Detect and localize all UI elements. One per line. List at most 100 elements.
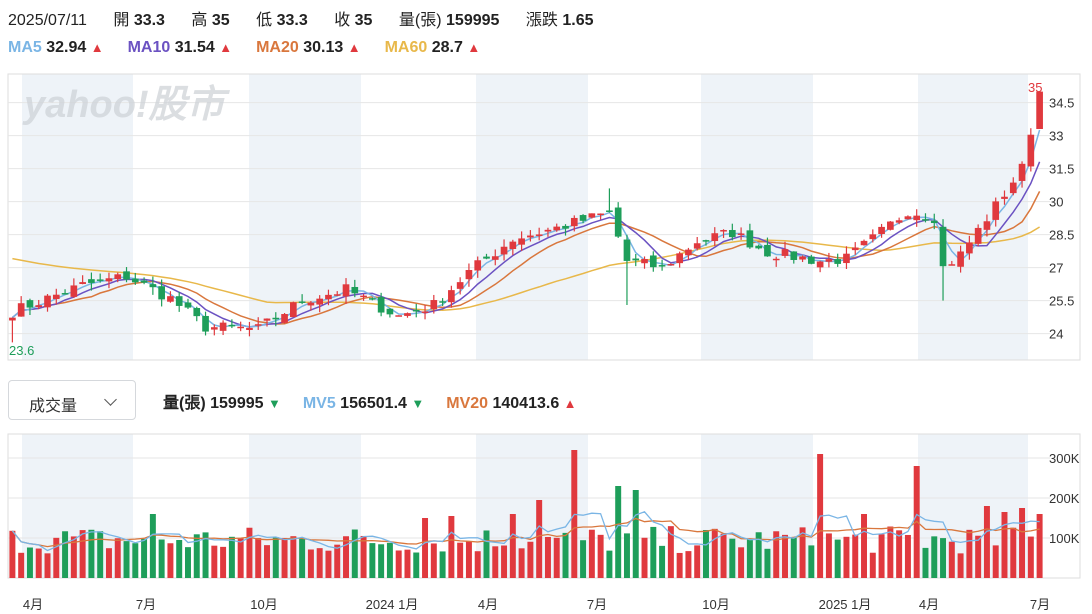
volume-bar	[983, 506, 990, 578]
volume-bar	[97, 531, 104, 578]
candle	[930, 213, 938, 230]
candle-body	[711, 233, 719, 242]
candle-body	[685, 249, 692, 256]
candle	[1027, 128, 1035, 172]
candle	[685, 247, 692, 261]
candle-body	[667, 264, 675, 266]
candle-body	[544, 229, 552, 232]
volume-bar	[272, 537, 279, 578]
volume-legend-item: MV20 140413.6 ▲	[446, 395, 577, 412]
candle-body	[992, 201, 1000, 220]
volume-bar	[220, 546, 227, 578]
candle-body	[149, 284, 157, 288]
volume-bar	[861, 514, 868, 578]
ma-line-ma60	[12, 226, 1040, 311]
volume-bar	[457, 542, 464, 578]
candle-body	[351, 286, 359, 294]
candle	[781, 241, 789, 259]
candle	[895, 217, 903, 225]
indicator-select[interactable]: 成交量	[8, 380, 136, 420]
price-plot-border	[7, 73, 1081, 361]
candle	[834, 253, 842, 267]
indicator-select-label: 成交量	[29, 398, 78, 415]
volume-bar	[246, 527, 253, 578]
volume-bar	[957, 553, 964, 578]
volume-tick-label: 200K	[1049, 491, 1080, 506]
candle	[404, 312, 411, 318]
candle-body	[360, 295, 367, 298]
candle-body	[746, 230, 754, 248]
ma-legend-ma20: MA20 30.13 ▲	[256, 39, 361, 56]
candle-body	[974, 227, 982, 244]
candle-body	[491, 256, 499, 260]
candle-body	[202, 315, 209, 332]
candle	[421, 304, 429, 320]
candle-body	[158, 286, 165, 300]
candle-body	[737, 233, 745, 235]
candle	[588, 213, 596, 219]
price-tick-label: 34.5	[1049, 96, 1074, 111]
price-chart[interactable]: 24 25.5 27 28.5 30 31.5 33 34.5 yahoo!股市 35 23.6	[0, 72, 1092, 362]
volume-bar	[255, 538, 262, 578]
volume-bar	[430, 543, 437, 578]
volume-bar	[281, 537, 288, 578]
max-price-label: 35	[1028, 80, 1042, 95]
volume-chart[interactable]: 100K 200K 300K 4月 7月 10月 2024 1月 4月 7月 10月 2025 1月…	[0, 432, 1092, 614]
volume-bar	[852, 534, 859, 578]
quote-date: 2025/07/11	[8, 12, 87, 29]
candle	[974, 224, 982, 247]
volume-bar	[299, 538, 306, 578]
candle	[632, 253, 640, 267]
volume-bar	[1019, 508, 1026, 578]
min-price-label: 23.6	[9, 343, 34, 358]
candle	[184, 298, 192, 310]
candle	[746, 223, 754, 249]
candle-body	[483, 256, 490, 259]
candle-body	[412, 309, 420, 312]
candle-body	[79, 282, 86, 285]
volume-bar	[887, 526, 894, 578]
volume-bar	[448, 516, 455, 578]
volume-bar	[307, 549, 314, 578]
candle	[210, 324, 218, 336]
volume-bar	[623, 533, 630, 578]
ma-legend-ma60: MA60 28.7 ▲	[384, 39, 481, 56]
candle	[527, 230, 534, 242]
volume-bar	[536, 500, 543, 578]
candle	[395, 315, 403, 317]
candle-body	[913, 215, 921, 221]
candle-body	[298, 301, 306, 303]
volume-bar	[62, 531, 69, 578]
candle	[649, 251, 657, 272]
candle-body	[966, 242, 973, 254]
candle	[105, 272, 113, 289]
volume-bar	[764, 548, 771, 578]
volume-bar	[9, 530, 16, 578]
candle-body	[70, 285, 78, 297]
volume-bar	[26, 547, 33, 578]
candle	[702, 239, 710, 246]
volume-bar	[395, 550, 402, 578]
candle-body	[35, 305, 43, 308]
candle-body	[210, 327, 218, 330]
x-tick-label: 7月	[1030, 597, 1050, 612]
volume-controls: 成交量 量(張) 159995 ▼ MV5 156501.4 ▼ MV20 1404…	[8, 380, 1088, 422]
candle	[237, 321, 244, 332]
volume-bar	[694, 545, 701, 578]
candle-body	[1036, 91, 1043, 129]
volume-legend-item: 量(張) 159995 ▼	[163, 395, 281, 412]
candle-body	[237, 326, 244, 329]
price-tick-label: 31.5	[1049, 162, 1074, 177]
volume-bar	[211, 545, 218, 578]
volume-bar	[167, 543, 174, 578]
candle-body	[500, 246, 508, 255]
volume-bar	[606, 550, 613, 578]
yahoo-logo: yahoo!股市	[22, 84, 231, 126]
quote-low: 低 33.3	[256, 12, 308, 29]
candle-body	[632, 258, 640, 261]
ma-legend-ma5: MA5 32.94 ▲	[8, 39, 104, 56]
volume-bar	[79, 530, 86, 578]
candle-body	[140, 280, 148, 283]
candle-body	[1001, 196, 1008, 199]
candle	[562, 224, 569, 236]
